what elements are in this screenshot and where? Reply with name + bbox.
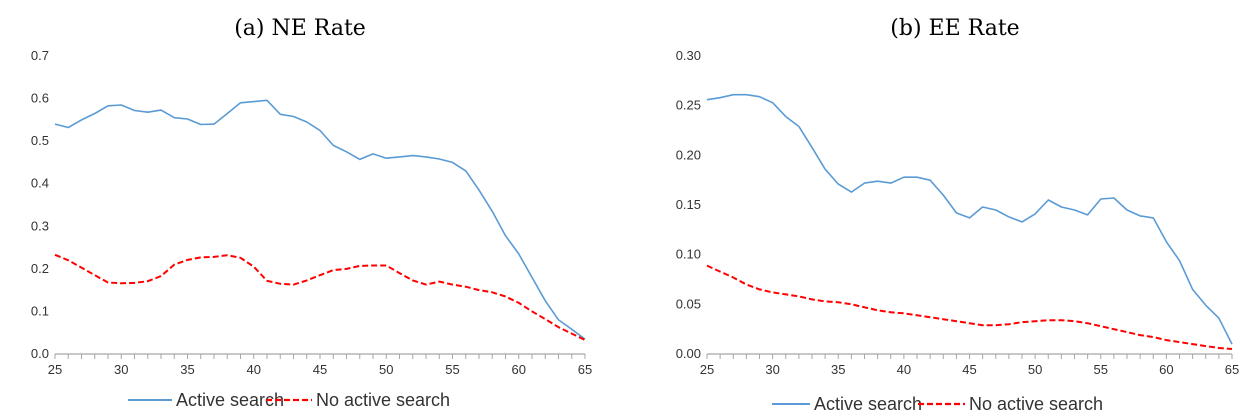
x-tick-label: 65 (1225, 362, 1239, 377)
y-tick-label: 0.05 (676, 296, 701, 311)
x-tick-label: 35 (180, 362, 194, 377)
chart-legend: Active search No active search (128, 390, 450, 410)
x-tick-label: 35 (831, 362, 845, 377)
y-tick-label: 0.15 (676, 197, 701, 212)
y-tick-label: 0.00 (676, 346, 701, 361)
x-tick-label: 25 (700, 362, 714, 377)
y-tick-label: 0.30 (676, 48, 701, 63)
series-line-no-active-search (706, 264, 1233, 350)
legend-label-active-search: Active search (176, 390, 284, 410)
chart-panel-2: (b) EE Rate 0.00 0.05 0.10 0.15 0.20 0.25 0.30 2… (676, 16, 1239, 414)
x-tick-label: 50 (379, 362, 393, 377)
x-tick-label: 45 (962, 362, 976, 377)
series-line-active-search (706, 93, 1233, 345)
y-tick-label: 0.25 (676, 98, 701, 113)
legend-label-active-search: Active search (814, 394, 922, 414)
x-tick-label: 40 (897, 362, 911, 377)
y-tick-label: 0.7 (31, 48, 49, 63)
x-tick-label: 60 (512, 362, 526, 377)
y-tick-label: 0.6 (31, 91, 49, 106)
x-tick-label: 55 (445, 362, 459, 377)
x-tick-label: 50 (1028, 362, 1042, 377)
x-tick-label: 65 (578, 362, 592, 377)
x-tick-label: 25 (48, 362, 62, 377)
x-tick-label: 30 (765, 362, 779, 377)
y-tick-label: 0.2 (31, 261, 49, 276)
chart-legend: Active search No active search (772, 394, 1103, 414)
x-tick-label: 30 (114, 362, 128, 377)
x-tick-label: 55 (1094, 362, 1108, 377)
chart-title: (a) NE Rate (234, 16, 366, 41)
chart-panel-1: (a) NE Rate 0.0 0.1 0.2 0.3 0.4 0.5 0.6 0.7 25 30 3… (31, 16, 592, 410)
y-tick-label: 0.5 (31, 133, 49, 148)
legend-label-no-active-search: No active search (969, 394, 1103, 414)
y-tick-label: 0.0 (31, 346, 49, 361)
y-tick-label: 0.10 (676, 247, 701, 262)
y-tick-label: 0.3 (31, 218, 49, 233)
chart-title: (b) EE Rate (890, 16, 1019, 41)
series-line-active-search (54, 99, 586, 340)
x-tick-label: 40 (247, 362, 261, 377)
y-tick-label: 0.1 (31, 303, 49, 318)
x-tick-label: 45 (313, 362, 327, 377)
y-tick-label: 0.20 (676, 147, 701, 162)
x-tick-label: 60 (1159, 362, 1173, 377)
legend-label-no-active-search: No active search (316, 390, 450, 410)
series-line-no-active-search (54, 253, 586, 341)
y-tick-label: 0.4 (31, 176, 49, 191)
